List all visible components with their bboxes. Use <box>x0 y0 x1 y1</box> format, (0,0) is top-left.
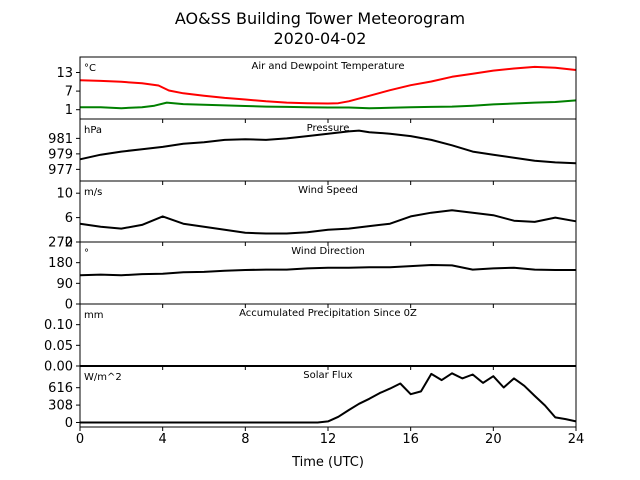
y-tick-label: 270 <box>48 236 73 251</box>
y-tick-label: 6 <box>65 211 73 226</box>
x-axis: 0 4 8 12 16 20 24 <box>76 432 584 447</box>
series-line-6-1 <box>80 372 577 424</box>
y-tick-label: 0.00 <box>44 360 73 375</box>
y-tick-label: 180 <box>48 256 73 271</box>
panel-4: 0 90 180 270 ° Wind Direction <box>48 236 577 313</box>
y-tick-label: 981 <box>48 132 73 147</box>
y-tick-label: 0.05 <box>44 339 73 354</box>
x-tick-label: 0 <box>76 432 84 447</box>
y-tick-label: 977 <box>48 163 73 178</box>
panel-unit-label: W/m^2 <box>84 372 122 383</box>
series-line-1-2 <box>80 99 577 110</box>
series-line-1-1 <box>79 65 577 105</box>
series-line-4-1 <box>79 264 576 277</box>
panel-unit-label: m/s <box>84 187 102 198</box>
x-tick-label: 24 <box>568 432 585 447</box>
y-tick-label: 0 <box>65 416 73 431</box>
y-tick-label: 979 <box>48 147 73 162</box>
panel-unit-label: mm <box>84 310 103 321</box>
y-tick-label: 1 <box>65 103 73 118</box>
panel-title: Pressure <box>307 123 350 134</box>
y-tick-label: 2 <box>65 236 73 251</box>
y-tick-label: 0.10 <box>44 318 73 333</box>
panel-title: Wind Speed <box>298 185 358 196</box>
panel-title: Accumulated Precipitation Since 0Z <box>239 308 417 319</box>
y-tick-label: 10 <box>56 187 73 202</box>
y-tick-label: 90 <box>56 277 73 292</box>
panels-group: 1 7 13 °C Air and Dewpoint Temperature 977979… <box>44 56 577 431</box>
panel-unit-label: °C <box>84 63 96 74</box>
panel-unit-label: hPa <box>84 125 102 136</box>
x-tick-label: 8 <box>241 432 249 447</box>
x-tick-label: 20 <box>485 432 502 447</box>
panel-5: 0.00 0.05 0.10 mm Accumulated Precipitation … <box>44 303 577 375</box>
x-axis-label: Time (UTC) <box>291 455 364 470</box>
y-tick-label: 308 <box>48 399 73 414</box>
panel-6: 0 308 616 W/m^2 Solar Flux <box>48 365 577 431</box>
y-tick-label: 7 <box>65 85 73 100</box>
y-tick-label: 13 <box>56 66 73 81</box>
chart-subtitle: 2020-04-02 <box>274 29 367 48</box>
y-tick-label: 616 <box>48 381 73 396</box>
panel-unit-label: ° <box>84 248 89 259</box>
chart-title: AO&SS Building Tower Meteorogram <box>175 9 465 28</box>
y-tick-label: 0 <box>65 298 73 313</box>
panel-title: Solar Flux <box>303 370 353 381</box>
series-line-3-1 <box>79 209 577 235</box>
panel-3: 2 6 10 m/s Wind Speed <box>56 180 577 251</box>
x-tick-label: 12 <box>320 432 337 447</box>
x-tick-label: 4 <box>159 432 167 447</box>
panel-1: 1 7 13 °C Air and Dewpoint Temperature <box>56 56 577 123</box>
panel-title: Air and Dewpoint Temperature <box>252 61 405 72</box>
series-line-2-1 <box>79 129 577 165</box>
panel-title: Wind Direction <box>291 246 365 257</box>
x-tick-label: 16 <box>402 432 419 447</box>
